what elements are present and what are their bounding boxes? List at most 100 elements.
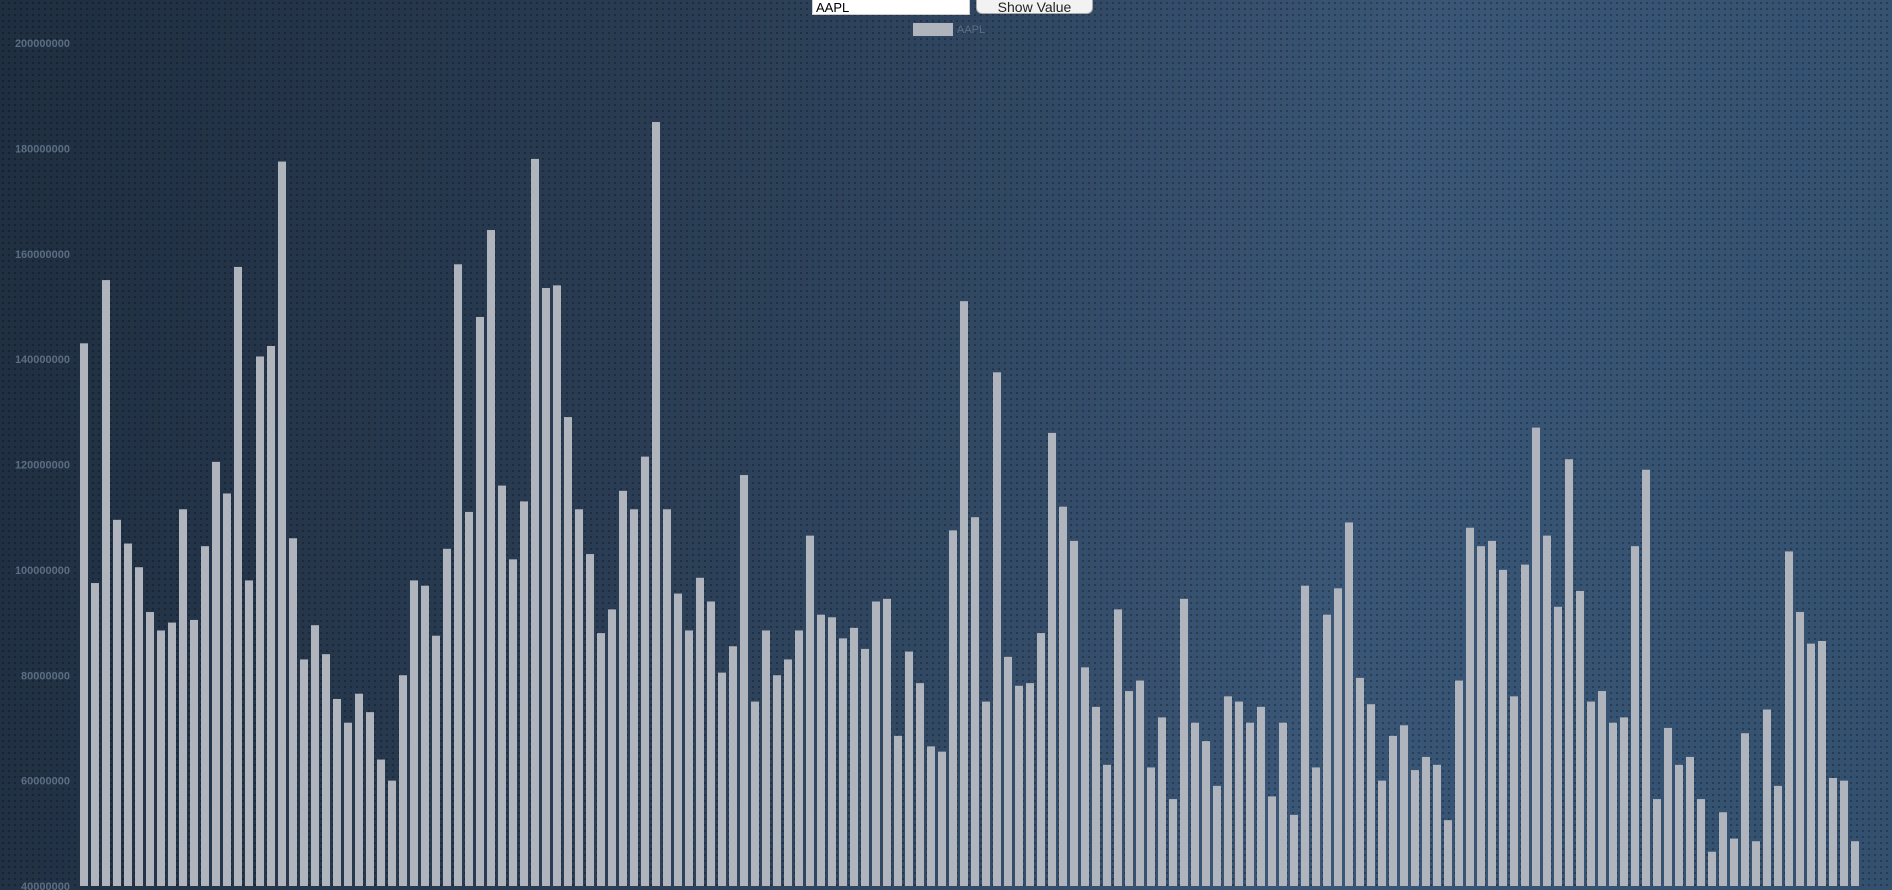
bar[interactable] [1356, 677, 1364, 886]
bar[interactable] [1257, 706, 1265, 886]
bar[interactable] [1576, 590, 1584, 886]
bar[interactable] [1411, 770, 1419, 886]
bar[interactable] [1202, 741, 1210, 886]
bar[interactable] [916, 683, 924, 886]
bar[interactable] [1785, 551, 1793, 886]
bar[interactable] [1037, 633, 1045, 886]
bar[interactable] [146, 612, 154, 886]
bar[interactable] [1378, 780, 1386, 887]
bar[interactable] [927, 746, 935, 886]
bar[interactable] [1224, 696, 1232, 886]
bar[interactable] [817, 614, 825, 886]
bar[interactable] [1664, 727, 1672, 886]
bar[interactable] [608, 609, 616, 886]
bar[interactable] [718, 672, 726, 886]
bar[interactable] [1752, 841, 1760, 886]
bar[interactable] [1059, 506, 1067, 886]
bar[interactable] [157, 630, 165, 886]
bar[interactable] [1488, 540, 1496, 886]
bar[interactable] [685, 630, 693, 886]
bar[interactable] [1015, 685, 1023, 886]
bar[interactable] [1125, 691, 1133, 886]
bar[interactable] [1554, 606, 1562, 886]
bar[interactable] [498, 485, 506, 886]
bar[interactable] [1708, 851, 1716, 886]
bar[interactable] [938, 751, 946, 886]
bar[interactable] [1609, 722, 1617, 886]
bar[interactable] [1070, 540, 1078, 886]
bar[interactable] [1367, 704, 1375, 886]
bar[interactable] [377, 759, 385, 886]
bar[interactable] [1686, 756, 1694, 886]
bar[interactable] [1169, 799, 1177, 886]
bar[interactable] [168, 622, 176, 886]
bar[interactable] [872, 601, 880, 886]
bar[interactable] [1741, 733, 1749, 886]
bar[interactable] [982, 701, 990, 886]
bar[interactable] [223, 493, 231, 886]
bar[interactable] [674, 593, 682, 886]
bar[interactable] [597, 633, 605, 886]
bar[interactable] [1818, 641, 1826, 886]
bar[interactable] [465, 511, 473, 886]
bar[interactable] [575, 509, 583, 886]
bar[interactable] [1026, 683, 1034, 886]
bar[interactable] [553, 285, 561, 886]
bar[interactable] [1290, 814, 1298, 886]
bar[interactable] [344, 722, 352, 886]
bar[interactable] [740, 475, 748, 886]
bar[interactable] [850, 627, 858, 886]
bar[interactable] [234, 266, 242, 886]
bar[interactable] [883, 598, 891, 886]
bar[interactable] [322, 654, 330, 886]
bar[interactable] [245, 580, 253, 886]
bar[interactable] [1444, 820, 1452, 886]
bar[interactable] [1433, 764, 1441, 886]
bar[interactable] [1829, 777, 1837, 886]
bar[interactable] [1851, 841, 1859, 886]
bar[interactable] [1620, 717, 1628, 886]
bar[interactable] [212, 461, 220, 886]
bar[interactable] [619, 490, 627, 886]
bar[interactable] [311, 625, 319, 886]
bar[interactable] [960, 301, 968, 886]
bar[interactable] [1796, 612, 1804, 886]
bar[interactable] [1235, 701, 1243, 886]
bar[interactable] [1543, 535, 1551, 886]
bar[interactable] [300, 659, 308, 886]
bar[interactable] [806, 535, 814, 886]
bar[interactable] [520, 501, 528, 886]
bar[interactable] [1719, 812, 1727, 886]
bar[interactable] [1532, 427, 1540, 886]
bar[interactable] [696, 577, 704, 886]
bar[interactable] [949, 530, 957, 886]
bar[interactable] [102, 280, 110, 887]
bar[interactable] [1191, 722, 1199, 886]
bar[interactable] [1477, 546, 1485, 886]
bar[interactable] [751, 701, 759, 886]
bar[interactable] [1180, 598, 1188, 886]
bar[interactable] [80, 343, 88, 886]
bar[interactable] [1730, 838, 1738, 886]
bar[interactable] [1103, 764, 1111, 886]
bar[interactable] [355, 693, 363, 886]
bar[interactable] [531, 158, 539, 886]
bar[interactable] [861, 648, 869, 886]
bar[interactable] [773, 675, 781, 886]
bar[interactable] [256, 356, 264, 886]
bar[interactable] [1400, 725, 1408, 886]
bar[interactable] [509, 559, 517, 886]
bar[interactable] [1246, 722, 1254, 886]
bar[interactable] [729, 646, 737, 886]
bar[interactable] [388, 780, 396, 887]
bar[interactable] [113, 519, 121, 886]
bar[interactable] [421, 585, 429, 886]
bar[interactable] [399, 675, 407, 886]
bar[interactable] [1048, 432, 1056, 886]
bar[interactable] [1840, 780, 1848, 887]
bar[interactable] [1455, 680, 1463, 886]
bar[interactable] [91, 583, 99, 886]
bar[interactable] [1334, 588, 1342, 886]
bar[interactable] [971, 517, 979, 886]
bar[interactable] [1642, 469, 1650, 886]
